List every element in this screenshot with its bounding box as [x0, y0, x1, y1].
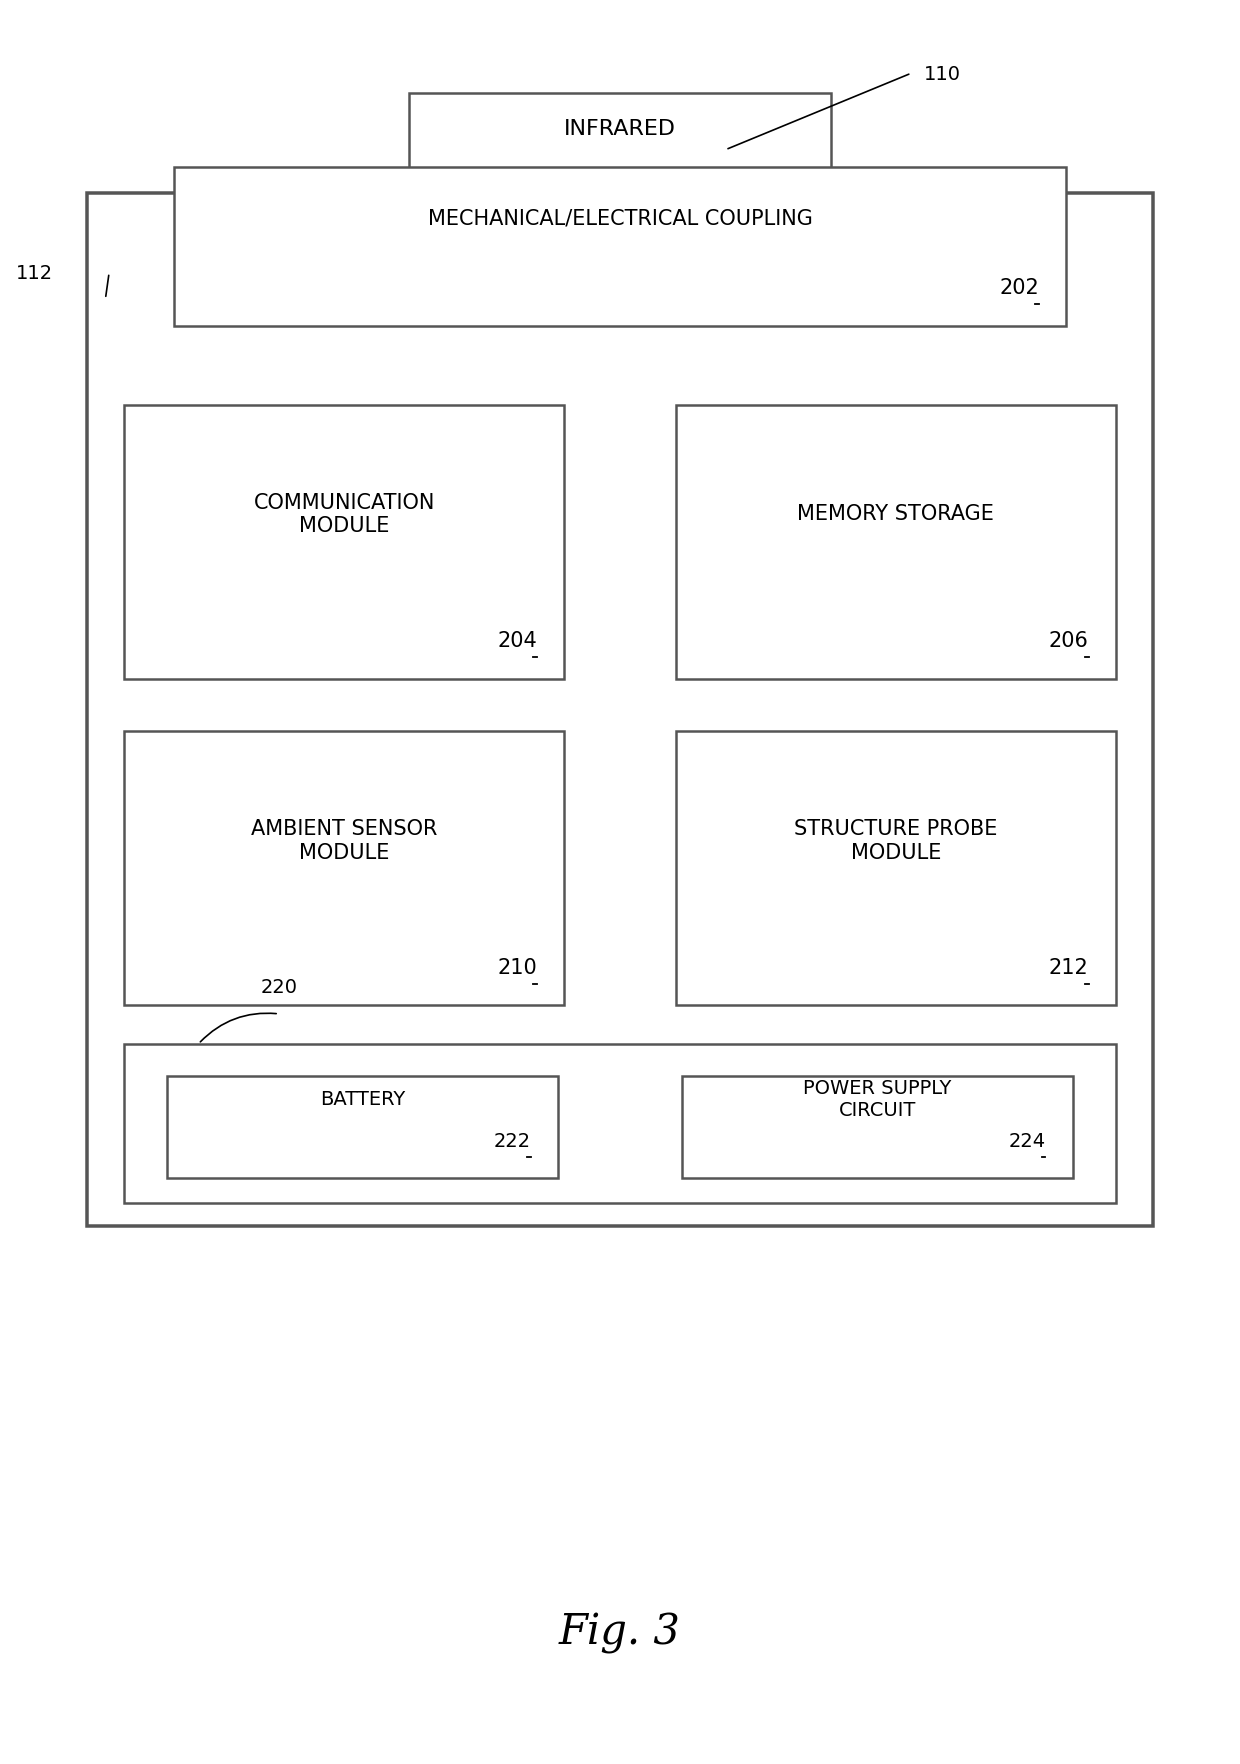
FancyBboxPatch shape [167, 1076, 558, 1178]
Text: POWER SUPPLY
CIRCUIT: POWER SUPPLY CIRCUIT [804, 1078, 951, 1120]
FancyBboxPatch shape [174, 168, 1066, 326]
FancyBboxPatch shape [676, 406, 1116, 679]
Text: BATTERY: BATTERY [320, 1090, 405, 1108]
FancyBboxPatch shape [409, 93, 831, 220]
FancyBboxPatch shape [676, 732, 1116, 1005]
Text: 222: 222 [494, 1131, 531, 1150]
Text: COMMUNICATION
MODULE: COMMUNICATION MODULE [253, 492, 435, 536]
Text: 202: 202 [999, 279, 1039, 298]
Text: INFRARED: INFRARED [564, 118, 676, 139]
Text: 110: 110 [924, 65, 961, 83]
FancyBboxPatch shape [124, 1044, 1116, 1203]
Text: 210: 210 [497, 958, 537, 977]
Text: 224: 224 [1008, 1131, 1045, 1150]
FancyBboxPatch shape [682, 1076, 1073, 1178]
Text: MECHANICAL/ELECTRICAL COUPLING: MECHANICAL/ELECTRICAL COUPLING [428, 208, 812, 229]
Text: 220: 220 [260, 977, 298, 997]
Text: 206: 206 [1049, 632, 1089, 651]
Text: 112: 112 [16, 265, 53, 282]
Text: 212: 212 [1049, 958, 1089, 977]
Text: 204: 204 [497, 632, 537, 651]
FancyBboxPatch shape [87, 194, 1153, 1226]
FancyBboxPatch shape [124, 406, 564, 679]
Text: STRUCTURE PROBE
MODULE: STRUCTURE PROBE MODULE [794, 818, 998, 863]
FancyBboxPatch shape [124, 732, 564, 1005]
Text: AMBIENT SENSOR
MODULE: AMBIENT SENSOR MODULE [250, 818, 438, 863]
Text: MEMORY STORAGE: MEMORY STORAGE [797, 505, 994, 524]
Text: Fig. 3: Fig. 3 [559, 1611, 681, 1653]
